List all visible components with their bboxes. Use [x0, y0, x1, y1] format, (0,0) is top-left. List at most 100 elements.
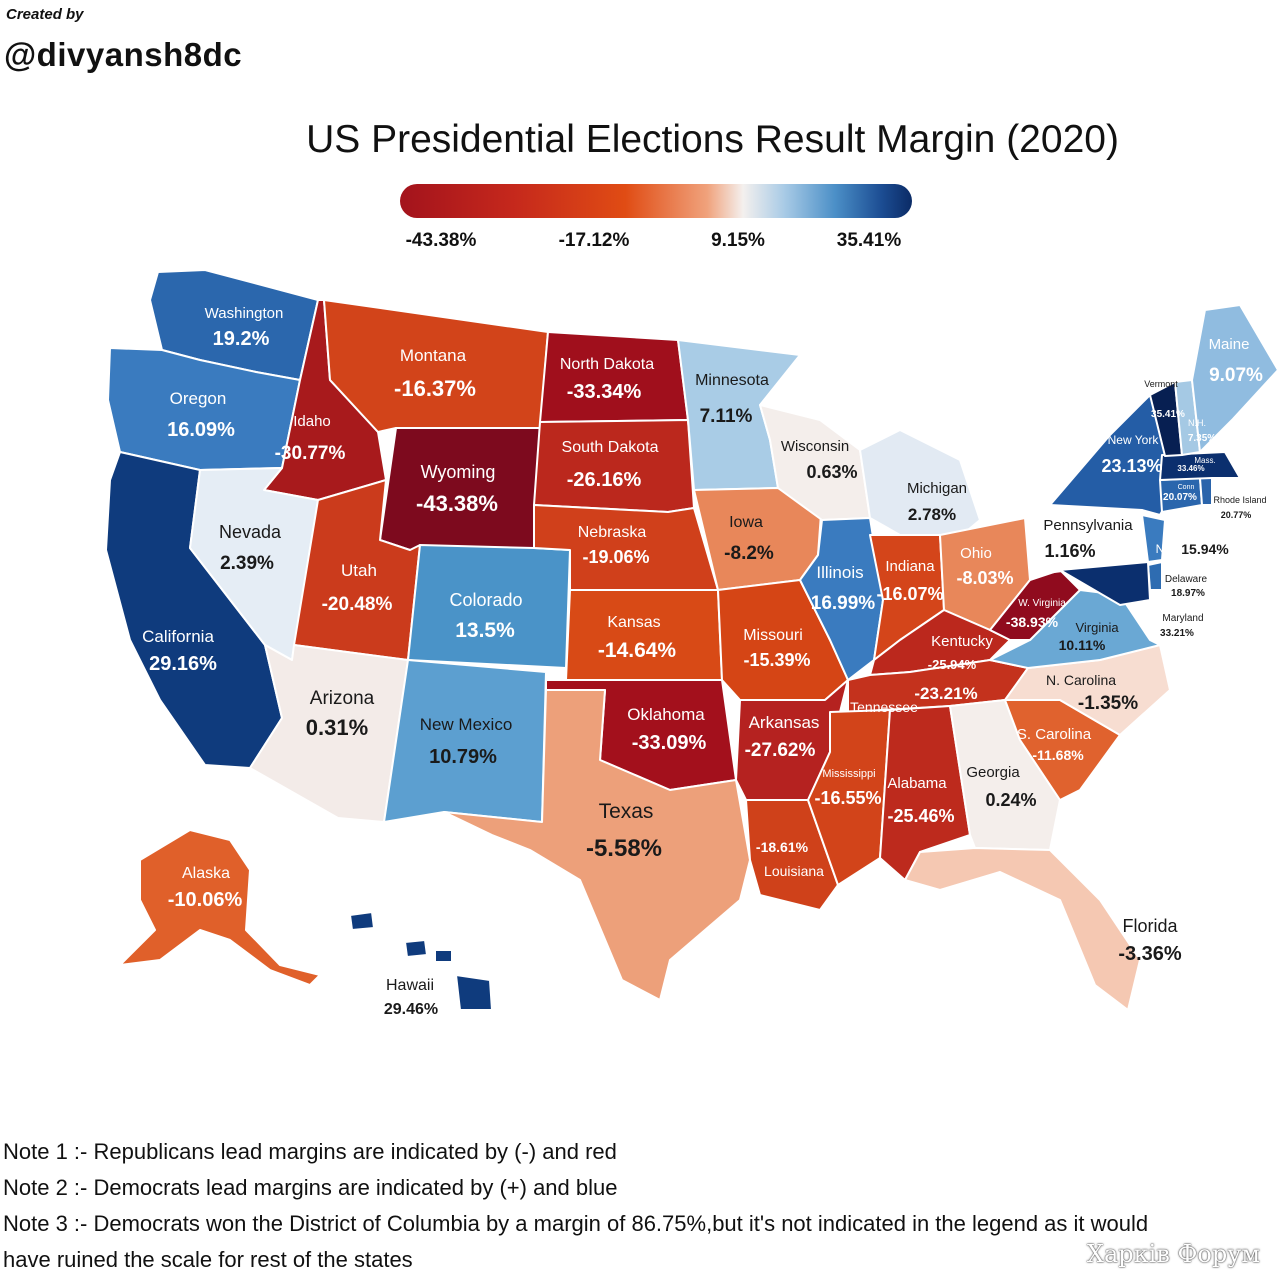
state-name-al: Alabama	[887, 775, 947, 792]
state-margin-ct: 20.07%	[1163, 492, 1197, 503]
state-margin-mn: 7.11%	[700, 406, 753, 427]
state-margin-tx: -5.58%	[586, 835, 662, 862]
state-margin-wv: -38.93%	[1006, 614, 1059, 630]
notes-block: Note 1 :- Republicans lead margins are i…	[3, 1134, 1148, 1278]
state-name-me: Maine	[1209, 336, 1250, 353]
state-ak	[119, 829, 321, 986]
created-by-label: Created by	[6, 6, 84, 23]
state-margin-al: -25.46%	[887, 806, 954, 826]
state-margin-nh: 7.35%	[1188, 433, 1216, 444]
state-margin-wa: 19.2%	[213, 328, 270, 350]
state-name-mn: Minnesota	[695, 372, 769, 389]
state-name-ut: Utah	[341, 561, 377, 580]
state-margin-tn: -23.21%	[914, 684, 977, 703]
note-1: Note 1 :- Republicans lead margins are i…	[3, 1139, 617, 1164]
state-margin-hi: 29.46%	[384, 1001, 438, 1018]
state-name-mo: Missouri	[743, 627, 803, 644]
us-choropleth-map: Washington 19.2% Oregon 16.09% California 29.…	[105, 269, 1279, 1018]
state-margin-sc: -11.68%	[1032, 747, 1084, 763]
color-scale-bar	[400, 184, 912, 218]
state-name-va: Virginia	[1075, 620, 1119, 635]
state-margin-ne: -19.06%	[582, 547, 649, 567]
state-name-or: Oregon	[170, 389, 227, 408]
state-name-fl: Florida	[1122, 916, 1178, 936]
state-name-md: Maryland	[1162, 613, 1203, 624]
state-margin-pa: 1.16%	[1044, 541, 1095, 561]
state-margin-ri: 20.77%	[1221, 510, 1252, 520]
state-margin-ny: 23.13%	[1101, 456, 1162, 476]
state-name-nv: Nevada	[219, 522, 282, 542]
state-name-id: Idaho	[293, 413, 331, 430]
map-title: US Presidential Elections Result Margin …	[306, 118, 1119, 161]
state-margin-ok: -33.09%	[632, 732, 707, 754]
state-margin-ia: -8.2%	[724, 543, 774, 564]
state-margin-ky: -25.94%	[928, 657, 977, 672]
note-3-continued: have ruined the scale for rest of the st…	[3, 1247, 413, 1272]
state-name-ky: Kentucky	[931, 633, 993, 650]
state-margin-ut: -20.48%	[322, 594, 393, 615]
state-margin-ks: -14.64%	[598, 639, 677, 662]
state-name-hi: Hawaii	[386, 977, 434, 994]
state-margin-fl: -3.36%	[1118, 943, 1182, 965]
state-margin-nd: -33.34%	[567, 381, 642, 403]
state-margin-az: 0.31%	[306, 715, 368, 740]
note-2: Note 2 :- Democrats lead margins are ind…	[3, 1175, 618, 1200]
state-name-ri: Rhode Island	[1213, 495, 1266, 505]
state-name-nh: N.H.	[1188, 418, 1206, 428]
state-name-wv: W. Virginia	[1018, 598, 1066, 609]
state-margin-de: 18.97%	[1171, 588, 1205, 599]
state-name-nm: New Mexico	[420, 715, 513, 734]
state-margin-co: 13.5%	[455, 619, 515, 642]
state-name-tx: Texas	[599, 800, 654, 823]
state-name-ks: Kansas	[607, 614, 660, 631]
state-name-nd: North Dakota	[560, 356, 654, 373]
state-margin-wy: -43.38%	[416, 491, 498, 516]
state-ma	[1159, 451, 1241, 481]
state-tx	[443, 689, 751, 1001]
state-margin-wi: 0.63%	[806, 462, 857, 482]
state-hi	[349, 911, 493, 1011]
scale-tick-2: -17.12%	[558, 230, 630, 251]
state-name-ms: Mississippi	[822, 768, 875, 780]
state-name-wy: Wyoming	[421, 462, 496, 482]
state-margin-ca: 29.16%	[149, 653, 217, 675]
state-margin-or: 16.09%	[167, 419, 235, 441]
watermark: Харків Форум	[1086, 1240, 1260, 1268]
state-name-az: Arizona	[310, 688, 375, 709]
state-name-oh: Ohio	[960, 545, 992, 562]
state-name-sd: South Dakota	[562, 439, 659, 456]
state-margin-va: 10.11%	[1059, 637, 1106, 653]
state-nj	[1141, 514, 1166, 563]
state-margin-mi: 2.78%	[908, 505, 956, 524]
state-margin-me: 9.07%	[1209, 365, 1263, 386]
state-margin-mt: -16.37%	[394, 376, 476, 401]
state-fl	[904, 847, 1141, 1011]
state-name-ca: California	[142, 627, 214, 646]
state-name-nc: N. Carolina	[1046, 672, 1116, 688]
state-margin-ms: -16.55%	[814, 788, 881, 808]
state-name-sc: S. Carolina	[1017, 726, 1092, 743]
note-3: Note 3 :- Democrats won the District of …	[3, 1211, 1149, 1236]
state-md	[1059, 561, 1151, 606]
state-margin-il: 16.99%	[811, 593, 876, 614]
scale-tick-min: -43.38%	[405, 230, 477, 251]
state-name-ak: Alaska	[182, 865, 230, 882]
state-margin-ar: -27.62%	[745, 740, 816, 761]
state-margin-mo: -15.39%	[743, 650, 810, 670]
state-name-in: Indiana	[885, 558, 935, 575]
state-co	[407, 544, 571, 669]
state-name-tn: Tennessee	[850, 699, 918, 715]
state-margin-nv: 2.39%	[220, 553, 274, 574]
scale-tick-3: 9.15%	[711, 230, 765, 251]
state-name-de: Delaware	[1165, 574, 1208, 585]
state-ks	[565, 589, 723, 681]
state-wy	[379, 427, 541, 551]
state-name-wa: Washington	[205, 305, 284, 322]
state-margin-id: -30.77%	[275, 443, 346, 464]
state-me	[1191, 304, 1279, 453]
state-name-ct: Conn	[1178, 484, 1195, 491]
state-nd	[539, 331, 689, 423]
state-name-ia: Iowa	[729, 514, 763, 531]
state-name-la: Louisiana	[764, 863, 824, 879]
state-mi	[859, 429, 981, 536]
